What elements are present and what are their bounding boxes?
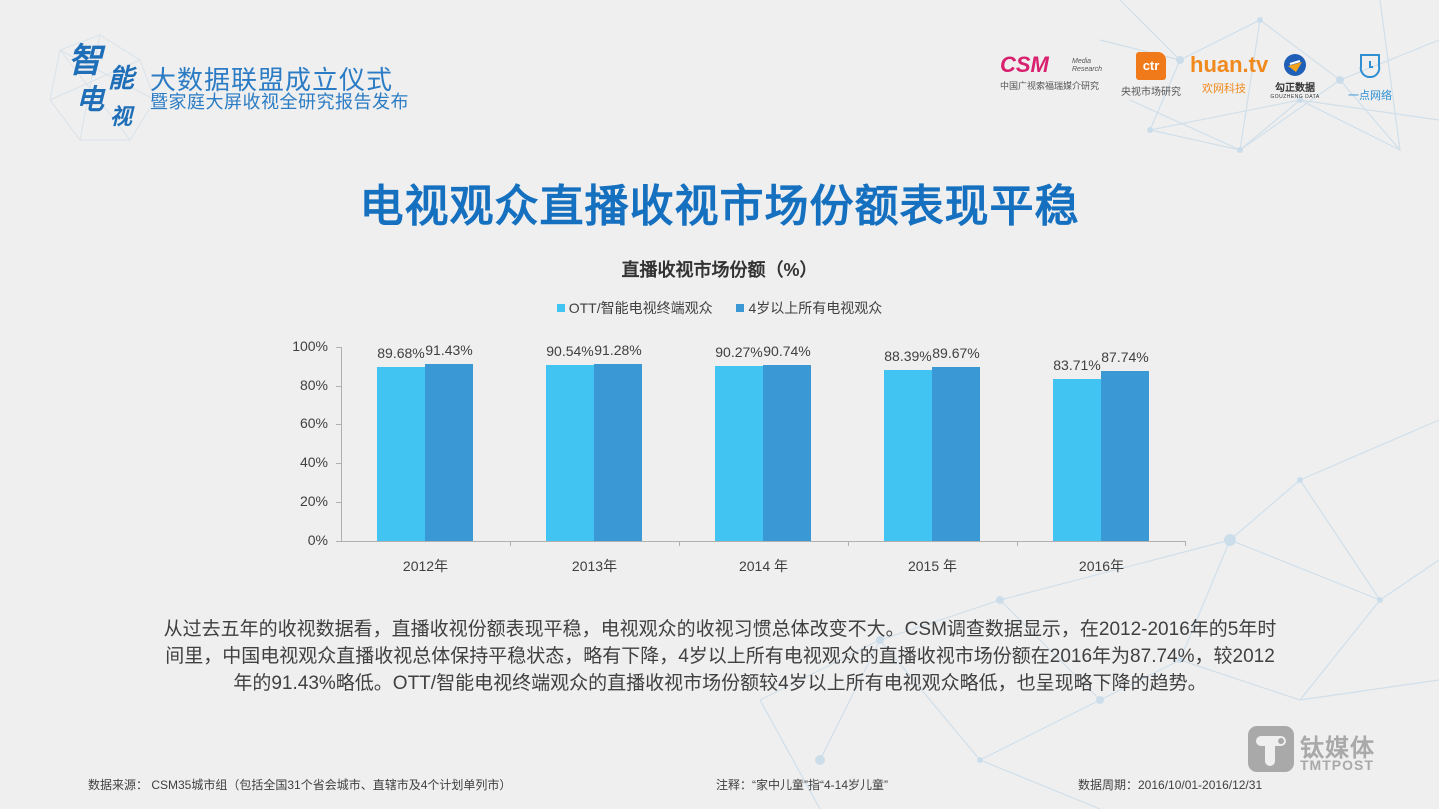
bar-ott (377, 367, 425, 541)
y-tick-label: 80% (299, 377, 328, 393)
x-tick-label: 2015 年 (907, 558, 958, 574)
x-tick-label: 2014 年 (738, 558, 789, 574)
chart-title: 直播收视市场份额（%） (621, 260, 818, 280)
event-subtitle: 暨家庭大屏收视全研究报告发布 (150, 92, 409, 112)
tmtpost-watermark: 钛媒体 TMTPOST (1248, 726, 1398, 786)
y-tick (336, 347, 341, 348)
description-text: 从过去五年的收视数据看，直播收视份额表现平稳，电视观众的收视习惯总体改变不大。C… (163, 619, 1277, 694)
tmtpost-t-icon (1248, 726, 1294, 772)
huan-logo: huan.tv 欢网科技 (1190, 52, 1269, 95)
x-tick (1017, 541, 1018, 546)
data-period: 数据周期：2016/10/01-2016/12/31 (1078, 778, 1263, 792)
y-axis (341, 347, 342, 541)
legend-item-ott: OTT/智能电视终端观众 (556, 298, 713, 318)
bar-all-viewers (932, 367, 980, 541)
x-tick-label: 2016年 (1078, 558, 1125, 574)
ctr-logo: ctr 央视市场研究 (1115, 52, 1187, 98)
bar-value-label: 87.74% (1101, 348, 1149, 365)
bar-all-viewers (425, 363, 473, 541)
bar-all-viewers (594, 363, 642, 541)
clock-icon (1359, 54, 1381, 79)
y-tick (336, 541, 341, 542)
event-brand: 智 能 电 视 大数据联盟成立仪式 暨家庭大屏收视全研究报告发布 (40, 30, 420, 140)
bar-ott (884, 369, 932, 541)
bar-all-viewers (1101, 370, 1149, 541)
csm-tagline: Media Research (1072, 58, 1102, 73)
legend-swatch-dark (736, 304, 745, 312)
bar-ott (1053, 378, 1101, 541)
y-tick-label: 40% (299, 454, 328, 470)
page-title: 电视观众直播收视市场份额表现平稳 (359, 182, 1080, 231)
footnote: 注释：“家中儿童”指“4-14岁儿童” (716, 778, 889, 792)
y-tick (336, 386, 341, 387)
y-tick-label: 100% (292, 338, 328, 354)
data-source: 数据来源： CSM35城市组（包括全国31个省会城市、直辖市及4个计划单列市） (88, 778, 512, 792)
bar-ott (715, 365, 763, 541)
x-axis (341, 541, 1186, 542)
smart-tv-logo: 智 能 电 视 (68, 41, 135, 130)
bar-value-label: 91.43% (425, 341, 473, 358)
x-tick-label: 2012年 (402, 558, 449, 574)
bar-ott (546, 365, 594, 541)
bar-value-label: 90.27% (715, 343, 763, 360)
chart-legend: OTT/智能电视终端观众 4岁以上所有电视观众 (0, 298, 1439, 318)
y-tick (336, 463, 341, 464)
legend-swatch-light (556, 304, 565, 312)
bar-all-viewers (763, 364, 811, 541)
gouzheng-icon (1284, 54, 1306, 76)
y-tick (336, 502, 341, 503)
partner-logos: CSM Media Research 中国广视索福瑞媒介研究 ctr 央视市场研… (1000, 52, 1400, 104)
bar-value-label: 90.74% (763, 342, 811, 359)
bar-value-label: 83.71% (1053, 356, 1101, 373)
y-tick-label: 60% (299, 415, 328, 431)
csm-logo: CSM Media Research 中国广视索福瑞媒介研究 (1000, 52, 1110, 92)
x-tick (1185, 541, 1186, 546)
bar-value-label: 88.39% (884, 347, 932, 364)
y-tick-label: 20% (299, 493, 328, 509)
x-tick (679, 541, 680, 546)
bar-value-label: 89.68% (377, 345, 425, 362)
gouzheng-logo: 勾正数据 GOUZHENG DATA (1266, 52, 1324, 100)
y-tick (336, 424, 341, 425)
y-tick-label: 0% (307, 532, 328, 548)
yidian-logo: 一点网络 (1340, 52, 1400, 103)
legend-item-all-viewers: 4岁以上所有电视观众 (736, 298, 882, 318)
bar-value-label: 91.28% (594, 341, 642, 358)
x-tick-label: 2013年 (571, 558, 618, 574)
event-title: 大数据联盟成立仪式 (150, 65, 394, 95)
bar-value-label: 90.54% (546, 343, 594, 360)
x-tick (510, 541, 511, 546)
bar-value-label: 89.67% (932, 345, 980, 362)
x-tick (848, 541, 849, 546)
